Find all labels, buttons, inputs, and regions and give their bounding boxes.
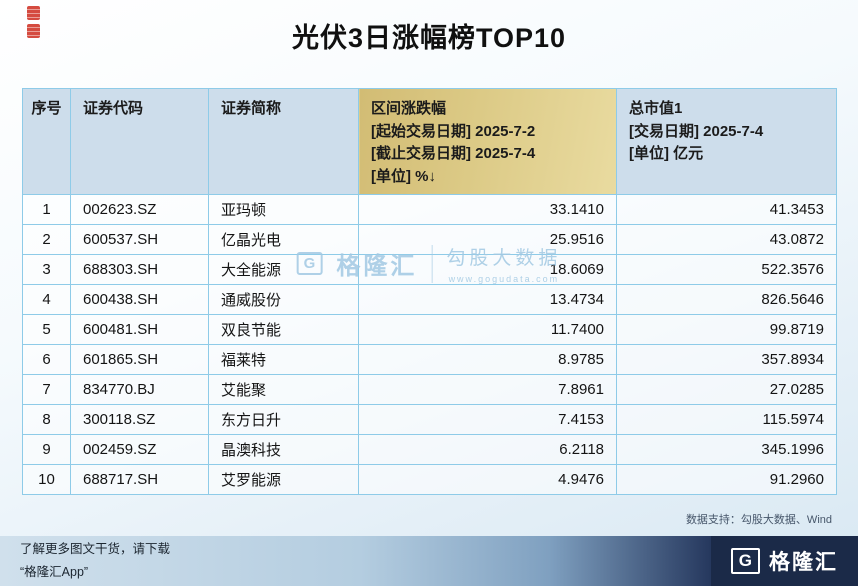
change-header-unit-sort: [单位] %↓ bbox=[371, 167, 436, 185]
gelonghui-logo: G 格隆汇 bbox=[710, 536, 858, 586]
name-cell: 通威股份 bbox=[208, 284, 359, 315]
rank-cell: 5 bbox=[22, 314, 71, 345]
change-header-end-date: [截止交易日期] 2025-7-4 bbox=[371, 145, 536, 162]
change-cell: 7.8961 bbox=[358, 374, 617, 405]
bottom-bar: 了解更多图文干货，请下载 “格隆汇App” G 格隆汇 bbox=[0, 536, 858, 586]
code-cell: 688303.SH bbox=[70, 254, 209, 285]
rank-cell: 3 bbox=[22, 254, 71, 285]
col-header-name: 证券简称 bbox=[208, 88, 359, 195]
table-row: 1 002623.SZ 亚玛顿 33.1410 41.3453 bbox=[22, 194, 837, 225]
mktcap-cell: 357.8934 bbox=[616, 344, 837, 375]
code-cell: 002623.SZ bbox=[70, 194, 209, 225]
table-row: 10 688717.SH 艾罗能源 4.9476 91.2960 bbox=[22, 464, 837, 495]
code-cell: 600537.SH bbox=[70, 224, 209, 255]
rank-cell: 4 bbox=[22, 284, 71, 315]
mktcap-cell: 826.5646 bbox=[616, 284, 837, 315]
name-cell: 东方日升 bbox=[208, 404, 359, 435]
mktcap-cell: 99.8719 bbox=[616, 314, 837, 345]
table-row: 3 688303.SH 大全能源 18.6069 522.3576 bbox=[22, 254, 837, 285]
change-cell: 6.2118 bbox=[358, 434, 617, 465]
code-cell: 600481.SH bbox=[70, 314, 209, 345]
rank-cell: 6 bbox=[22, 344, 71, 375]
mktcap-header-title: 总市值1 bbox=[629, 100, 683, 117]
change-cell: 8.9785 bbox=[358, 344, 617, 375]
rank-cell: 10 bbox=[22, 464, 71, 495]
change-cell: 33.1410 bbox=[358, 194, 617, 225]
code-cell: 688717.SH bbox=[70, 464, 209, 495]
name-cell: 双良节能 bbox=[208, 314, 359, 345]
gelonghui-logo-text: 格隆汇 bbox=[769, 551, 838, 574]
change-cell: 25.9516 bbox=[358, 224, 617, 255]
col-header-rank: 序号 bbox=[22, 88, 71, 195]
name-cell: 亚玛顿 bbox=[208, 194, 359, 225]
col-header-mktcap: 总市值1 [交易日期] 2025-7-4 [单位] 亿元 bbox=[616, 88, 837, 195]
name-cell: 艾能聚 bbox=[208, 374, 359, 405]
code-cell: 601865.SH bbox=[70, 344, 209, 375]
table-row: 6 601865.SH 福莱特 8.9785 357.8934 bbox=[22, 344, 837, 375]
rank-cell: 2 bbox=[22, 224, 71, 255]
mktcap-cell: 27.0285 bbox=[616, 374, 837, 405]
data-support-note: 数据支持：勾股大数据、Wind bbox=[685, 514, 832, 526]
name-cell: 晶澳科技 bbox=[208, 434, 359, 465]
rank-cell: 8 bbox=[22, 404, 71, 435]
gelonghui-g-icon: G bbox=[730, 548, 760, 574]
mktcap-cell: 91.2960 bbox=[616, 464, 837, 495]
red-seal-icon bbox=[27, 24, 40, 38]
mktcap-cell: 43.0872 bbox=[616, 224, 837, 255]
mktcap-header-date: [交易日期] 2025-7-4 bbox=[629, 122, 764, 140]
change-cell: 18.6069 bbox=[358, 254, 617, 285]
red-seals bbox=[27, 6, 40, 38]
change-header-start-date: [起始交易日期] 2025-7-2 bbox=[371, 122, 536, 140]
promo-text: 了解更多图文干货，请下载 “格隆汇App” bbox=[20, 538, 170, 584]
ranking-table: 序号 证券代码 证券简称 区间涨跌幅 [起始交易日期] 2025-7-2 [截止… bbox=[22, 88, 837, 495]
table-row: 9 002459.SZ 晶澳科技 6.2118 345.1996 bbox=[22, 434, 837, 465]
col-header-change: 区间涨跌幅 [起始交易日期] 2025-7-2 [截止交易日期] 2025-7-… bbox=[358, 88, 617, 195]
rank-cell: 7 bbox=[22, 374, 71, 405]
mktcap-cell: 345.1996 bbox=[616, 434, 837, 465]
mktcap-cell: 41.3453 bbox=[616, 194, 837, 225]
ranking-table-container: 序号 证券代码 证券简称 区间涨跌幅 [起始交易日期] 2025-7-2 [截止… bbox=[22, 88, 837, 495]
promo-line-2: “格隆汇App” bbox=[20, 565, 89, 579]
name-cell: 亿晶光电 bbox=[208, 224, 359, 255]
code-cell: 834770.BJ bbox=[70, 374, 209, 405]
table-row: 4 600438.SH 通威股份 13.4734 826.5646 bbox=[22, 284, 837, 315]
table-row: 7 834770.BJ 艾能聚 7.8961 27.0285 bbox=[22, 374, 837, 405]
header-row: 序号 证券代码 证券简称 区间涨跌幅 [起始交易日期] 2025-7-2 [截止… bbox=[22, 88, 837, 195]
mktcap-cell: 522.3576 bbox=[616, 254, 837, 285]
code-cell: 300118.SZ bbox=[70, 404, 209, 435]
name-cell: 艾罗能源 bbox=[208, 464, 359, 495]
red-seal-icon bbox=[27, 6, 40, 20]
change-cell: 13.4734 bbox=[358, 284, 617, 315]
name-cell: 大全能源 bbox=[208, 254, 359, 285]
table-row: 5 600481.SH 双良节能 11.7400 99.8719 bbox=[22, 314, 837, 345]
change-cell: 7.4153 bbox=[358, 404, 617, 435]
code-cell: 600438.SH bbox=[70, 284, 209, 315]
code-cell: 002459.SZ bbox=[70, 434, 209, 465]
table-row: 8 300118.SZ 东方日升 7.4153 115.5974 bbox=[22, 404, 837, 435]
col-header-code: 证券代码 bbox=[70, 88, 209, 195]
page-title: 光伏3日涨幅榜TOP10 bbox=[291, 23, 567, 53]
rank-cell: 1 bbox=[22, 194, 71, 225]
change-cell: 11.7400 bbox=[358, 314, 617, 345]
change-cell: 4.9476 bbox=[358, 464, 617, 495]
table-row: 2 600537.SH 亿晶光电 25.9516 43.0872 bbox=[22, 224, 837, 255]
rank-cell: 9 bbox=[22, 434, 71, 465]
name-cell: 福莱特 bbox=[208, 344, 359, 375]
mktcap-cell: 115.5974 bbox=[616, 404, 837, 435]
change-header-title: 区间涨跌幅 bbox=[371, 100, 447, 117]
promo-line-1: 了解更多图文干货，请下载 bbox=[20, 541, 171, 556]
mktcap-header-unit: [单位] 亿元 bbox=[629, 145, 704, 162]
